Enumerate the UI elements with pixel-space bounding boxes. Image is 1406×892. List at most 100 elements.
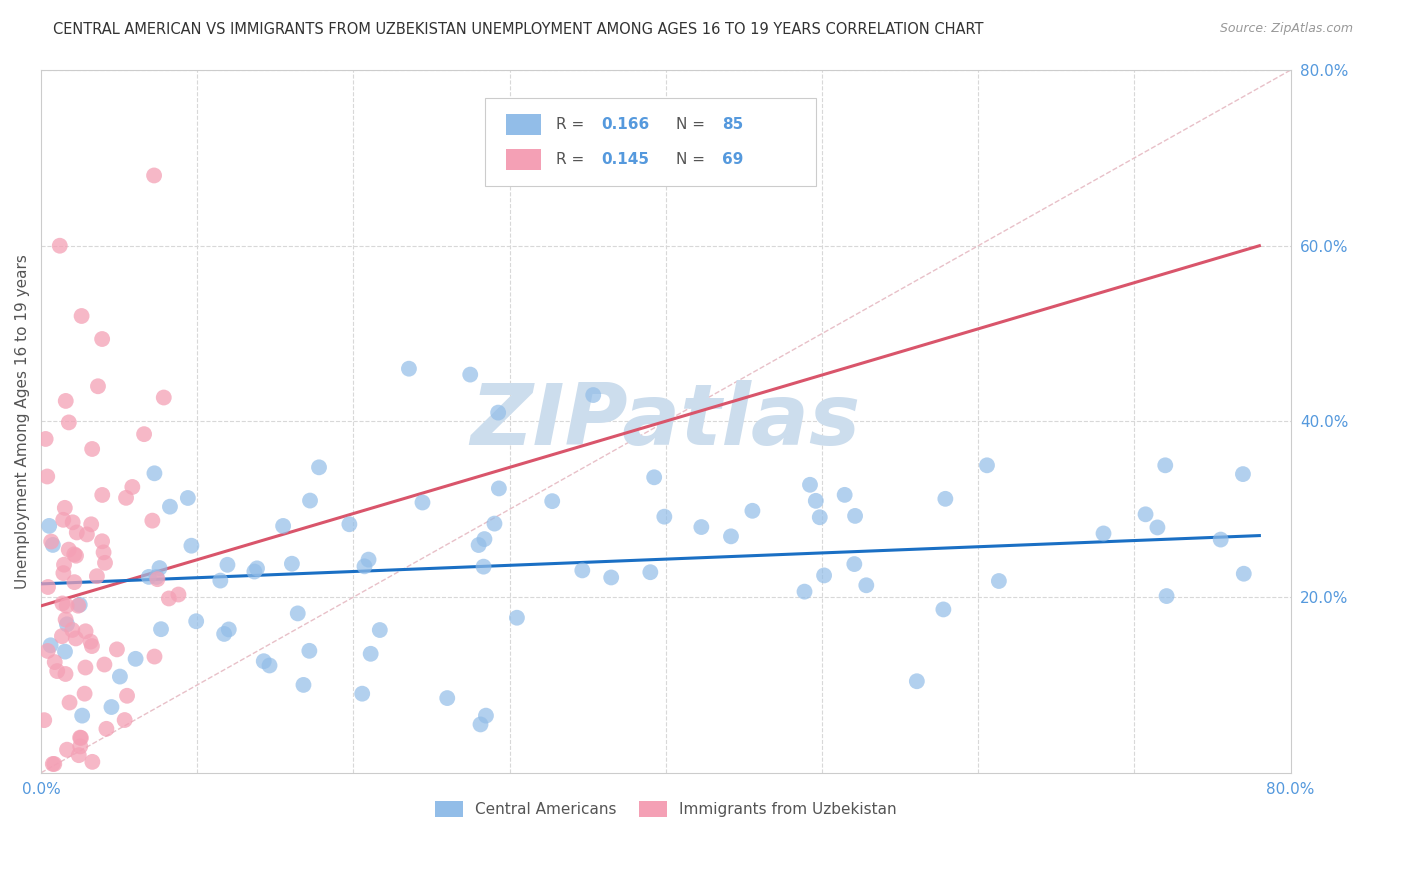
Point	[1135, 508, 1157, 522]
FancyBboxPatch shape	[506, 114, 541, 136]
Point	[209, 574, 232, 588]
Point	[243, 565, 266, 579]
Point	[368, 623, 391, 637]
Point	[690, 520, 713, 534]
Point	[813, 568, 835, 582]
Point	[287, 607, 309, 621]
Point	[1092, 526, 1115, 541]
Point	[934, 491, 956, 506]
Point	[39, 638, 62, 652]
Point	[834, 488, 856, 502]
Point	[79, 634, 101, 648]
Point	[96, 722, 118, 736]
Point	[217, 558, 239, 572]
Point	[640, 565, 662, 579]
Point	[474, 532, 496, 546]
Text: CENTRAL AMERICAN VS IMMIGRANTS FROM UZBEKISTAN UNEMPLOYMENT AMONG AGES 16 TO 19 : CENTRAL AMERICAN VS IMMIGRANTS FROM UZBE…	[53, 22, 984, 37]
Point	[159, 500, 181, 514]
Text: 0.166: 0.166	[600, 118, 650, 132]
Point	[186, 614, 208, 628]
Point	[246, 561, 269, 575]
Point	[65, 632, 87, 646]
Point	[143, 649, 166, 664]
Point	[138, 570, 160, 584]
Point	[600, 570, 623, 584]
Text: ZIPatlas: ZIPatlas	[471, 380, 860, 463]
Point	[67, 748, 90, 763]
Point	[52, 513, 75, 527]
Point	[91, 488, 114, 502]
Point	[60, 623, 83, 637]
Point	[37, 580, 59, 594]
Text: R =: R =	[555, 118, 589, 132]
Point	[143, 467, 166, 481]
Point	[799, 477, 821, 491]
FancyBboxPatch shape	[485, 98, 815, 186]
Point	[976, 458, 998, 473]
Point	[472, 559, 495, 574]
Text: Source: ZipAtlas.com: Source: ZipAtlas.com	[1219, 22, 1353, 36]
Point	[1233, 566, 1256, 581]
Point	[571, 563, 593, 577]
Point	[177, 491, 200, 505]
Point	[53, 558, 76, 572]
Point	[82, 755, 104, 769]
Point	[844, 508, 866, 523]
Legend: Central Americans, Immigrants from Uzbekistan: Central Americans, Immigrants from Uzbek…	[427, 794, 904, 825]
Point	[58, 542, 80, 557]
Point	[115, 491, 138, 505]
Point	[905, 674, 928, 689]
Point	[114, 713, 136, 727]
Point	[148, 561, 170, 575]
Point	[55, 599, 77, 613]
Point	[94, 556, 117, 570]
Point	[292, 678, 315, 692]
Point	[299, 493, 322, 508]
Point	[308, 460, 330, 475]
Point	[212, 627, 235, 641]
Point	[65, 549, 87, 563]
Point	[157, 591, 180, 606]
Point	[143, 169, 166, 183]
Point	[87, 379, 110, 393]
Point	[69, 598, 91, 612]
Point	[63, 547, 86, 561]
Point	[1154, 458, 1177, 473]
Point	[100, 700, 122, 714]
Text: 69: 69	[723, 152, 744, 167]
Text: 0.145: 0.145	[600, 152, 650, 167]
Point	[55, 393, 77, 408]
Point	[654, 509, 676, 524]
Point	[49, 238, 72, 252]
Text: 85: 85	[723, 118, 744, 132]
Point	[488, 482, 510, 496]
Point	[86, 569, 108, 583]
Point	[93, 657, 115, 672]
Point	[458, 368, 481, 382]
Point	[398, 361, 420, 376]
Point	[506, 611, 529, 625]
Point	[259, 658, 281, 673]
Point	[180, 539, 202, 553]
Point	[298, 644, 321, 658]
Text: N =: N =	[676, 118, 710, 132]
Point	[844, 557, 866, 571]
Point	[34, 432, 56, 446]
Point	[352, 687, 374, 701]
Point	[1156, 589, 1178, 603]
Point	[69, 739, 91, 754]
Point	[32, 713, 55, 727]
Point	[37, 644, 59, 658]
Point	[93, 545, 115, 559]
Point	[51, 597, 73, 611]
Point	[467, 538, 489, 552]
Point	[470, 717, 492, 731]
Point	[44, 655, 66, 669]
Point	[69, 731, 91, 745]
Point	[56, 742, 79, 756]
Point	[484, 516, 506, 531]
Point	[70, 708, 93, 723]
Point	[51, 629, 73, 643]
Point	[360, 647, 382, 661]
Point	[486, 406, 509, 420]
